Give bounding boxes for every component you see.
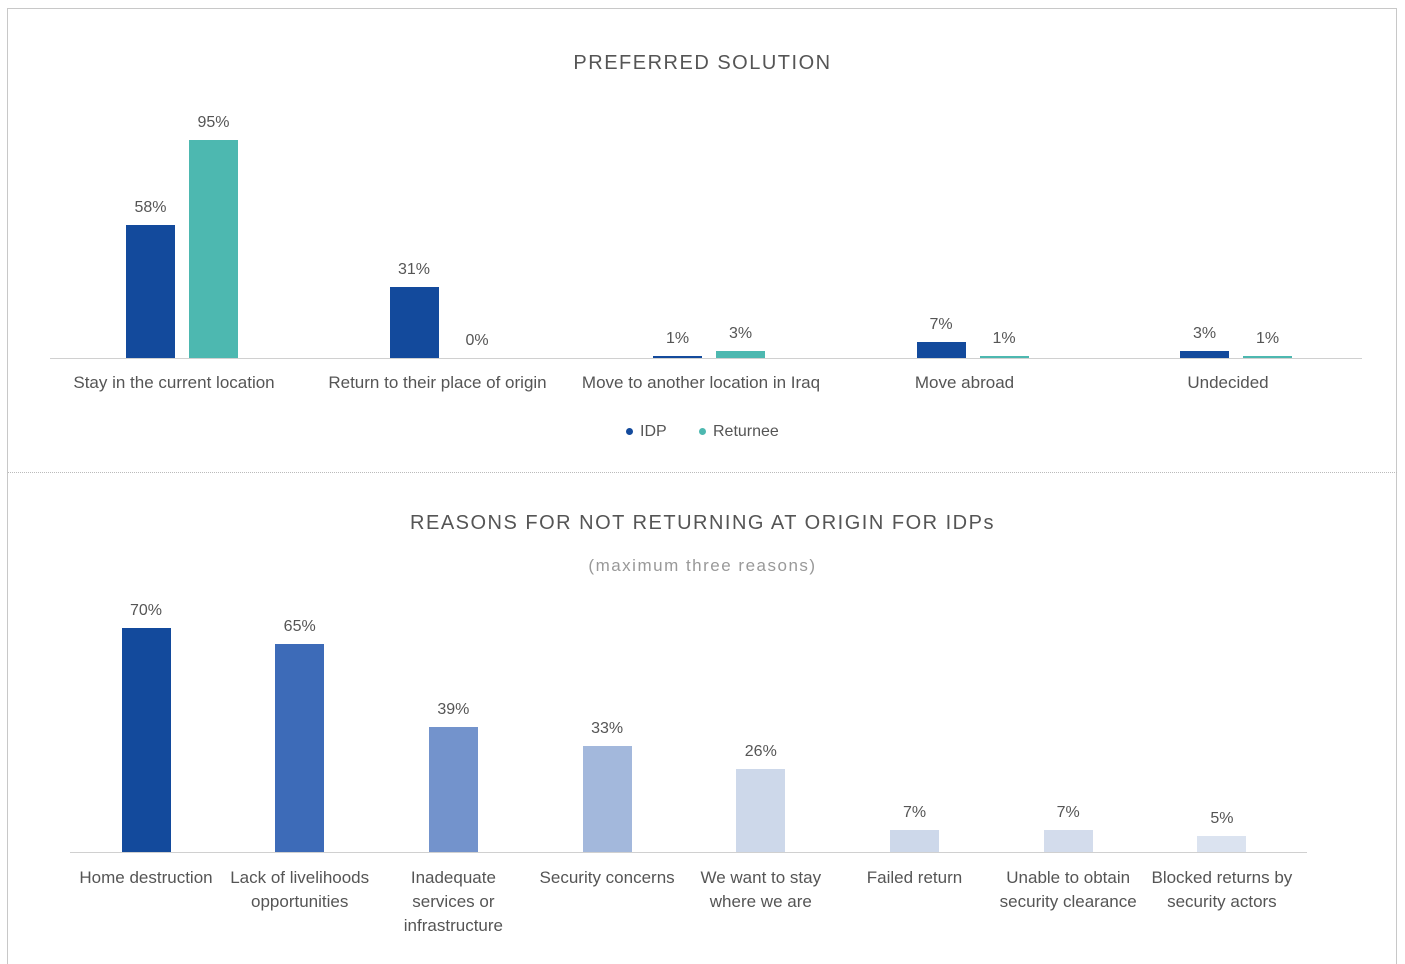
x-tick-label: Move abroad: [914, 373, 1015, 392]
x-tick-label: Unable to obtain security clearance: [999, 868, 1137, 911]
bar: [979, 355, 1029, 358]
x-tick-label: Stay in the current location: [73, 373, 275, 392]
data-label: 5%: [1210, 810, 1234, 827]
frame: [7, 8, 1397, 964]
x-tick-label: Security concerns: [539, 868, 675, 887]
bar: [1197, 836, 1247, 852]
data-label: 7%: [902, 803, 927, 821]
x-tick-label: Move to another location in Iraq: [581, 373, 821, 392]
bar: [716, 351, 765, 358]
legend-entry: IDP: [626, 423, 667, 441]
bar: [736, 768, 786, 852]
legend-dot: [699, 428, 706, 436]
data-label: 39%: [437, 701, 470, 719]
data-label: 26%: [744, 742, 777, 760]
bar: [916, 341, 966, 358]
x-tick-label: Blocked returns by security actors: [1151, 868, 1293, 911]
bar: [275, 644, 325, 852]
legend-entry: Returnee: [699, 423, 779, 441]
bar: [121, 628, 171, 852]
bar: [653, 355, 702, 358]
data-label: 3%: [728, 325, 753, 343]
legend-dot: [626, 428, 633, 436]
bar: [890, 829, 939, 852]
baseline: [70, 852, 1307, 853]
x-tick-label: Inadequate services or infrastructure: [403, 868, 503, 935]
bar: [1243, 355, 1292, 358]
x-tick-label: We want to stay where we are: [700, 868, 822, 911]
data-label: 1%: [992, 329, 1016, 347]
bar: [126, 224, 175, 358]
baseline: [50, 358, 1362, 359]
x-tick-label: Return to their place of origin: [328, 373, 547, 392]
data-label: 1%: [1255, 329, 1280, 347]
legend-label: IDP: [640, 423, 667, 440]
data-label: 1%: [665, 329, 690, 347]
data-label: 33%: [591, 720, 624, 738]
data-label: 3%: [1192, 325, 1217, 343]
data-label: 0%: [465, 332, 489, 349]
chart-title: PREFERRED SOLUTION: [573, 52, 832, 74]
bar: [582, 746, 632, 852]
separator: [8, 472, 1397, 473]
x-tick-label: Lack of livelihoods opportunities: [230, 868, 370, 911]
data-label: 7%: [929, 315, 953, 333]
data-label: 65%: [283, 618, 316, 635]
bar: [1043, 829, 1093, 852]
data-label: 7%: [1056, 803, 1080, 821]
x-tick-label: Home destruction: [79, 868, 213, 887]
chart-subtitle: (maximum three reasons): [588, 556, 817, 575]
data-label: 95%: [197, 114, 230, 131]
bar: [1180, 351, 1229, 358]
x-tick-label: Undecided: [1187, 373, 1269, 392]
data-label: 70%: [129, 602, 163, 619]
bar: [428, 727, 478, 852]
x-tick-label: Failed return: [866, 868, 963, 887]
chart-title: REASONS FOR NOT RETURNING AT ORIGIN FOR …: [410, 512, 995, 534]
bar: [389, 286, 439, 358]
legend-label: Returnee: [713, 423, 779, 440]
data-label: 31%: [397, 260, 431, 278]
data-label: 58%: [134, 198, 167, 216]
bar: [189, 140, 238, 358]
